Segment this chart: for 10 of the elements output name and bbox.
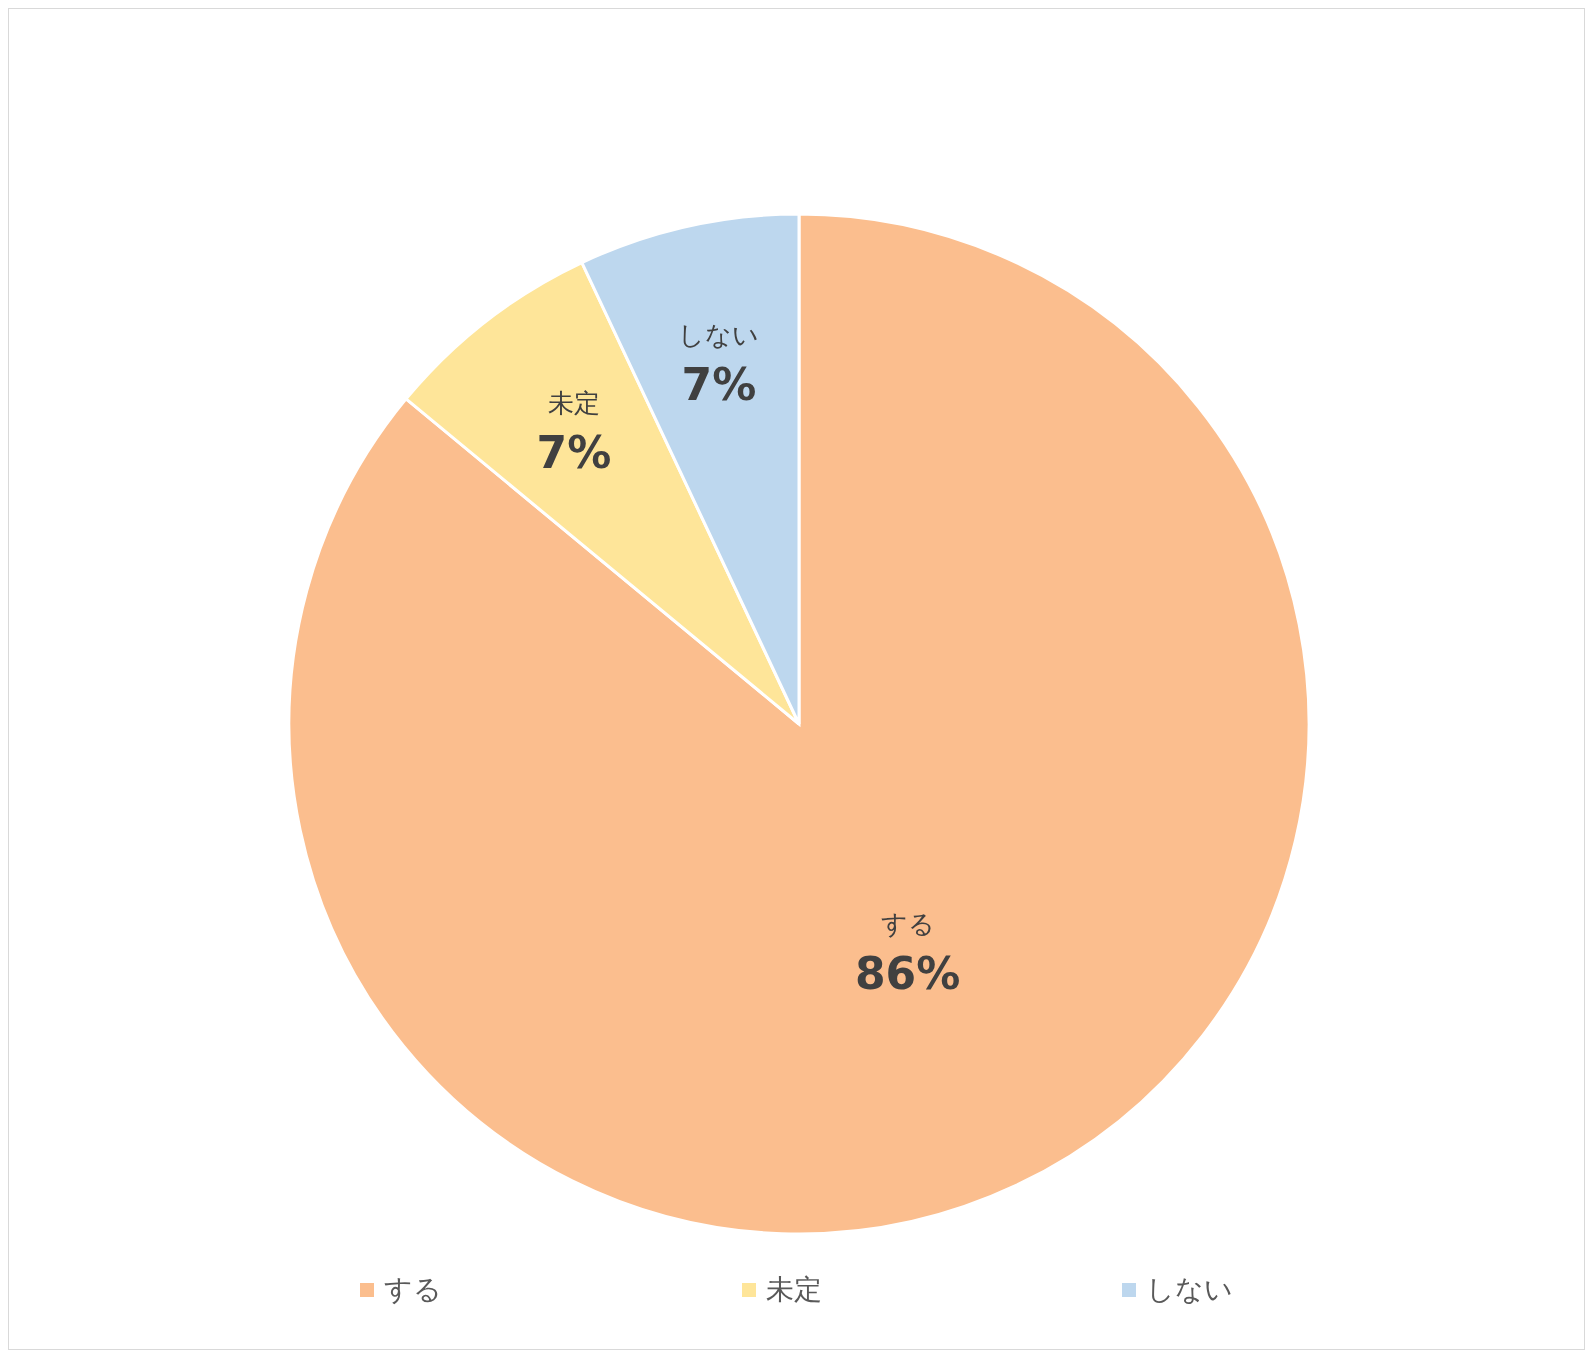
data-label: 7% xyxy=(681,358,757,410)
slice-label: する xyxy=(880,908,935,939)
legend-label: 未定 xyxy=(765,1272,822,1308)
data-label: 7% xyxy=(536,426,612,478)
data-label: 86% xyxy=(854,947,961,999)
slice-label: しない xyxy=(678,319,760,350)
pie-slice xyxy=(288,212,1311,1235)
slice-label: 未定 xyxy=(547,387,600,418)
legend-label: する xyxy=(383,1272,442,1308)
legend-label: しない xyxy=(1145,1272,1233,1308)
